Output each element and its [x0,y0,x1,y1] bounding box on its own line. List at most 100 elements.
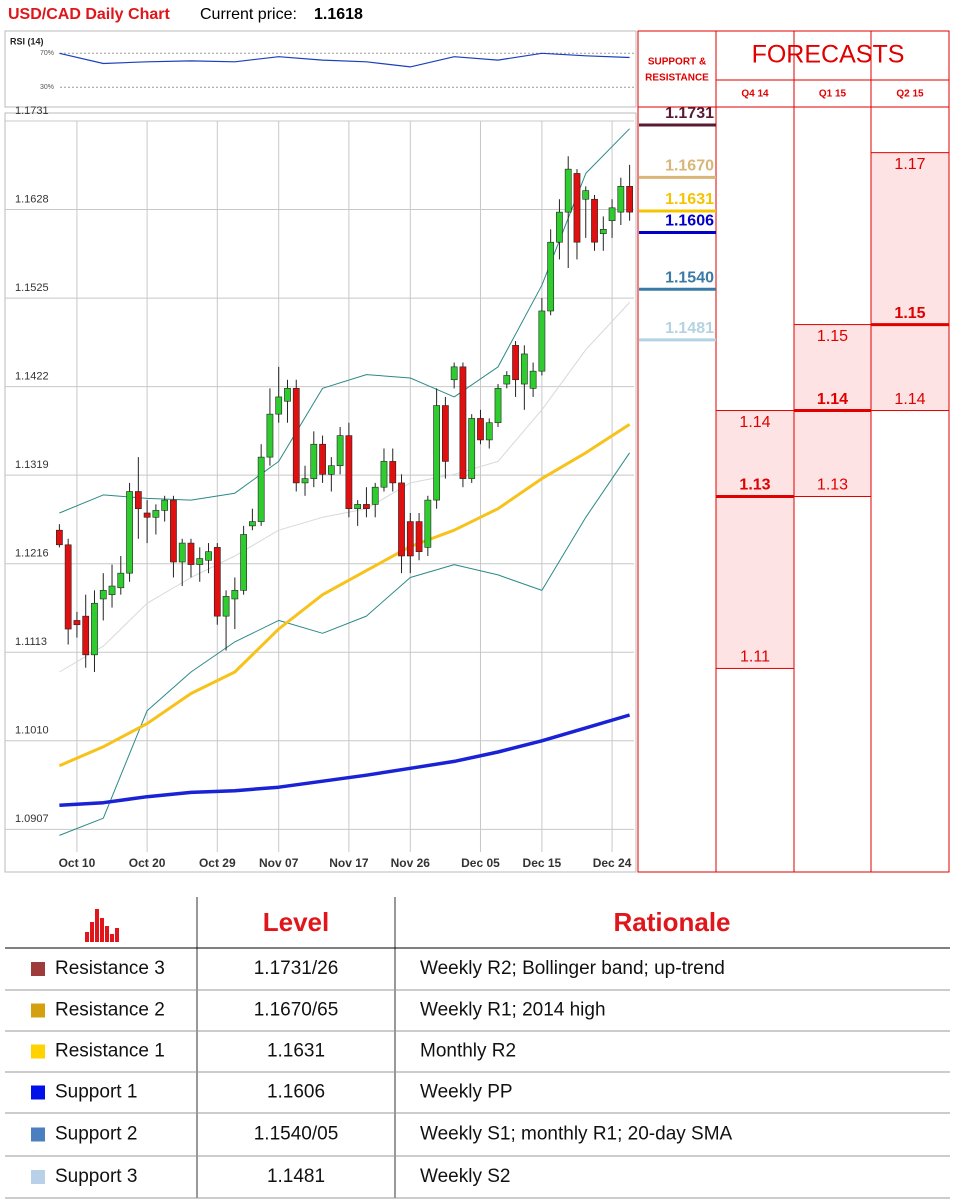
candle-body [266,413,274,458]
rsi-title: RSI (14) [10,36,44,46]
forecast-median-label: 1.15 [894,305,925,322]
candle-body [336,435,344,467]
level-label: 1.1540 [665,269,714,286]
candle-body [205,551,212,561]
x-tick-label: Dec 24 [593,856,632,870]
row-rationale: Weekly PP [420,1082,513,1103]
candle-body [494,388,502,424]
candle-body [556,211,563,243]
sr-title: SUPPORT & [648,57,706,68]
y-tick-label: 1.1010 [15,725,49,737]
candle-body [222,596,230,617]
x-tick-label: Nov 17 [329,856,369,870]
candle-body [108,585,116,595]
forecast-min: 1.14 [894,391,925,408]
row-swatch [31,1044,45,1059]
x-tick-label: Nov 26 [391,856,431,870]
candle-body [564,168,572,213]
current-price: 1.1618 [314,6,363,23]
candle-body [126,491,133,574]
forecast-min: 1.11 [740,649,770,666]
candle-body [73,620,81,626]
candle-body [64,544,72,630]
forecast-title: FORECASTS [752,41,905,69]
row-rationale: Weekly R2; Bollinger band; up-trend [420,958,725,979]
row-swatch [31,962,45,976]
candle-body [371,486,379,505]
candle-body [468,418,476,479]
candle-body [398,482,405,557]
y-tick-label: 1.1525 [15,282,49,294]
row-level: 1.1540/05 [254,1124,339,1145]
row-name: Resistance 3 [55,958,165,979]
row-rationale: Monthly R2 [420,1041,516,1062]
candle-body [459,366,467,479]
indicator-line [59,713,631,808]
x-tick-label: Dec 05 [461,856,500,870]
candle-body [213,547,221,617]
forecast-max: 1.14 [739,414,770,431]
candle-body [380,461,388,488]
level-label: 1.1670 [665,158,714,175]
forecast-range [715,410,795,669]
candle-body [415,521,423,552]
row-level: 1.1670/65 [254,1000,339,1021]
candle-body [310,443,318,479]
candle-body [477,418,484,441]
table-header: Rationale [613,907,730,937]
y-tick-label: 1.1731 [15,105,49,117]
y-tick-label: 1.1628 [15,193,49,205]
level-label: 1.1606 [665,213,714,230]
row-level: 1.1731/26 [254,958,339,979]
candle-body [152,510,160,518]
x-tick-label: Nov 07 [259,856,299,870]
y-tick-label: 1.0907 [15,813,49,825]
candle-body [503,375,511,385]
row-level: 1.1631 [267,1041,325,1062]
rsi-line [59,52,630,68]
candle-body [187,542,195,565]
candle-body [170,499,177,563]
candle-body [196,558,204,565]
row-rationale: Weekly S1; monthly R1; 20-day SMA [420,1124,733,1145]
row-name: Resistance 1 [55,1041,165,1062]
rsi-panel [4,30,637,108]
candle-body [529,370,537,389]
y-tick-label: 1.1113 [15,636,47,648]
candle-body [91,602,98,656]
row-swatch [31,1085,45,1100]
chart-title: USD/CAD Daily Chart [8,6,170,23]
sr-title: RESISTANCE [645,73,709,84]
y-tick-label: 1.1319 [15,459,49,471]
row-name: Support 1 [55,1082,137,1103]
candle-body [354,504,362,509]
row-name: Support 2 [55,1124,137,1145]
candle-body [99,590,107,600]
indicator-line [59,128,630,514]
candle-body [249,521,256,527]
candle-body [345,435,353,509]
indicator-line [59,302,630,673]
level-label: 1.1731 [665,105,714,122]
row-rationale: Weekly S2 [420,1166,510,1187]
candle-body [538,310,546,372]
current-price-label: Current price: [200,6,297,23]
candle-body [319,443,326,475]
forecast-min: 1.13 [817,477,848,494]
candle-body [591,198,598,243]
x-tick-label: Oct 29 [199,856,236,870]
row-swatch [31,1003,45,1018]
candle-body [292,388,300,484]
table-header: Level [263,907,330,937]
candle-body [134,491,142,509]
candle-body [117,572,125,589]
indicator-line [58,423,631,768]
candle-body [626,186,633,213]
candle-body [301,478,309,484]
candle-body [406,521,414,557]
candle-body [485,422,493,441]
candle-body [257,456,265,522]
table-icon [85,909,119,942]
indicator-line [59,452,631,836]
